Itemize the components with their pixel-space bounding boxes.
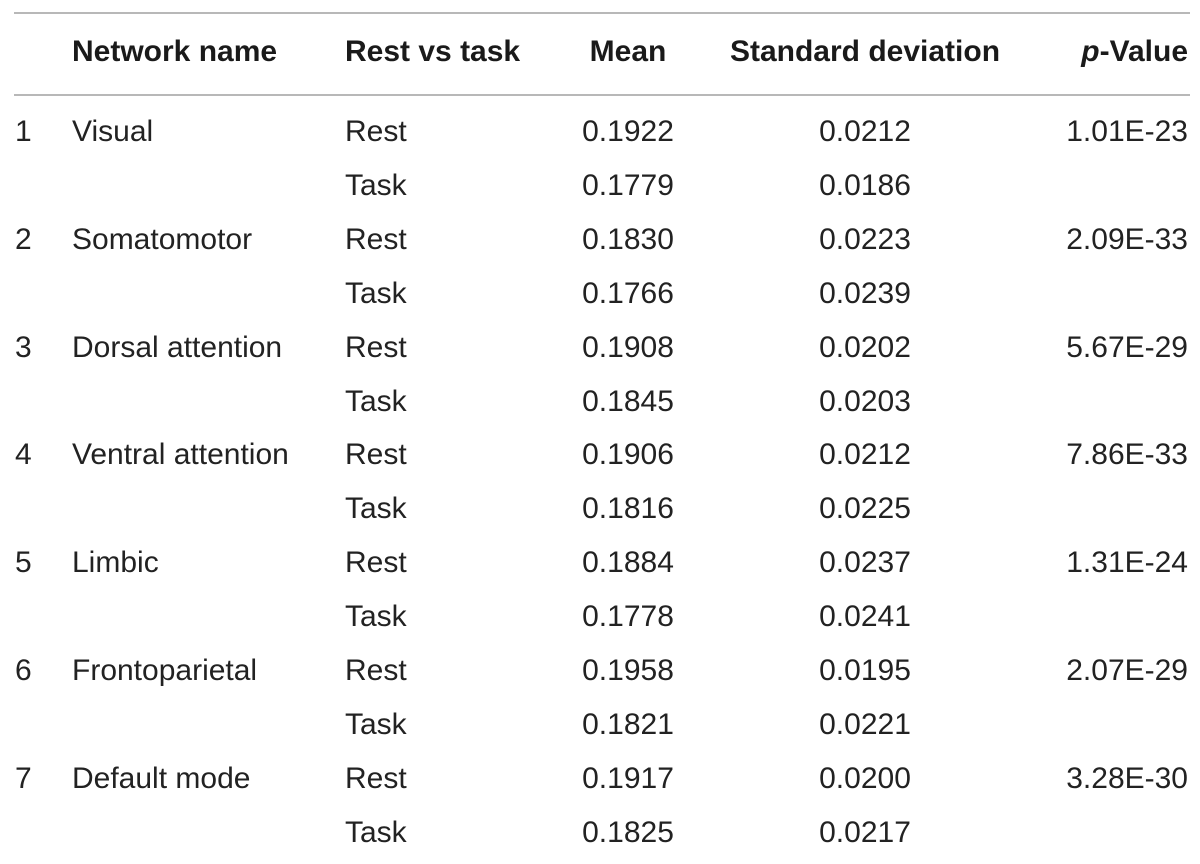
sd-cell: 0.0212 — [819, 438, 911, 471]
header-p-suffix: -Value — [1099, 35, 1188, 68]
header-bottom-rule — [14, 94, 1190, 96]
mean-cell: 0.1816 — [582, 492, 674, 525]
row-number: 6 — [15, 654, 32, 687]
sd-cell: 0.0239 — [819, 277, 911, 310]
sd-cell: 0.0186 — [819, 169, 911, 202]
mean-cell: 0.1825 — [582, 816, 674, 849]
condition-cell: Task — [345, 492, 407, 525]
mean-cell: 0.1845 — [582, 385, 674, 418]
header-network-name: Network name — [72, 35, 278, 68]
row-number: 3 — [15, 331, 32, 364]
sd-cell: 0.0217 — [819, 816, 911, 849]
condition-cell: Rest — [345, 331, 407, 364]
mean-cell: 0.1922 — [582, 115, 674, 148]
mean-cell: 0.1779 — [582, 169, 674, 202]
p-value-cell: 2.09E-33 — [1066, 223, 1188, 256]
p-value-cell: 5.67E-29 — [1066, 331, 1188, 364]
p-value-cell: 1.01E-23 — [1066, 115, 1188, 148]
network-name-cell: Frontoparietal — [72, 654, 258, 687]
mean-cell: 0.1884 — [582, 546, 674, 579]
network-name-cell: Limbic — [72, 546, 159, 579]
network-name-cell: Default mode — [72, 762, 251, 795]
condition-cell: Rest — [345, 546, 407, 579]
sd-cell: 0.0203 — [819, 385, 911, 418]
mean-cell: 0.1778 — [582, 600, 674, 633]
sd-cell: 0.0225 — [819, 492, 911, 525]
header-standard-deviation: Standard deviation — [729, 35, 1001, 68]
sd-cell: 0.0237 — [819, 546, 911, 579]
condition-cell: Task — [345, 169, 407, 202]
condition-cell: Rest — [345, 438, 407, 471]
p-value-cell: 1.31E-24 — [1066, 546, 1188, 579]
condition-cell: Rest — [345, 115, 407, 148]
p-value-cell: 3.28E-30 — [1066, 762, 1188, 795]
header-mean: Mean — [589, 35, 667, 68]
sd-cell: 0.0202 — [819, 331, 911, 364]
mean-cell: 0.1908 — [582, 331, 674, 364]
network-name-cell: Dorsal attention — [72, 331, 283, 364]
header-p-value: p-Value — [1081, 35, 1188, 69]
condition-cell: Task — [345, 816, 407, 849]
network-name-cell: Ventral attention — [72, 438, 289, 471]
mean-cell: 0.1917 — [582, 762, 674, 795]
mean-cell: 0.1830 — [582, 223, 674, 256]
sd-cell: 0.0223 — [819, 223, 911, 256]
sd-cell: 0.0221 — [819, 708, 911, 741]
network-name-cell: Visual — [72, 115, 154, 148]
row-number: 4 — [15, 438, 32, 471]
p-value-cell: 2.07E-29 — [1066, 654, 1188, 687]
condition-cell: Task — [345, 385, 407, 418]
condition-cell: Task — [345, 708, 407, 741]
sd-cell: 0.0212 — [819, 115, 911, 148]
sd-cell: 0.0241 — [819, 600, 911, 633]
mean-cell: 0.1766 — [582, 277, 674, 310]
row-number: 1 — [15, 115, 32, 148]
condition-cell: Task — [345, 277, 407, 310]
condition-cell: Rest — [345, 654, 407, 687]
mean-cell: 0.1821 — [582, 708, 674, 741]
mean-cell: 0.1958 — [582, 654, 674, 687]
table-top-rule — [14, 12, 1190, 14]
condition-cell: Rest — [345, 762, 407, 795]
sd-cell: 0.0200 — [819, 762, 911, 795]
condition-cell: Task — [345, 600, 407, 633]
header-p-italic: p — [1081, 35, 1100, 68]
row-number: 5 — [15, 546, 32, 579]
sd-cell: 0.0195 — [819, 654, 911, 687]
header-rest-vs-task: Rest vs task — [345, 35, 521, 68]
condition-cell: Rest — [345, 223, 407, 256]
p-value-cell: 7.86E-33 — [1066, 438, 1188, 471]
network-name-cell: Somatomotor — [72, 223, 253, 256]
mean-cell: 0.1906 — [582, 438, 674, 471]
row-number: 7 — [15, 762, 32, 795]
row-number: 2 — [15, 223, 32, 256]
